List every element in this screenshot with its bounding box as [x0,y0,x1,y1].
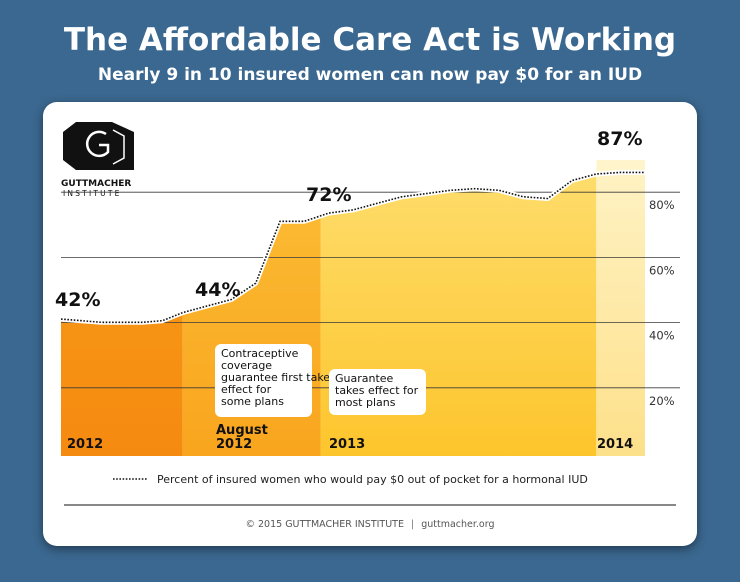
annotation-text: Contraceptive coverage guarantee first tak… [221,347,336,408]
y-tick-label: 40% [649,329,675,343]
annotation-text: Guarantee takes effect for most plans [335,372,419,409]
guttmacher-logo: GUTTMACHER INSTITUTE [61,118,136,198]
annotation-box [329,369,426,415]
y-tick-label: 60% [649,263,675,277]
value-label: 87% [597,128,642,150]
y-tick-label: 80% [649,198,675,212]
logo-g-outline [112,129,125,165]
footer: © 2015 GUTTMACHER INSTITUTE | guttmacher.o… [0,519,740,530]
period-label-august-2012-year: 2012 [216,437,252,452]
annotation-line: most plans [335,396,396,409]
y-tick-label: 20% [649,394,675,408]
value-label: 72% [306,184,351,206]
series-line [60,171,645,324]
annotation-line: some plans [221,395,284,408]
annotation-most-plans: Guarantee takes effect for most plans [329,369,426,415]
annotation-line: Guarantee [335,372,394,385]
legend-label: Percent of insured women who would pay $… [157,473,588,486]
website-link[interactable]: guttmacher.org [421,519,495,530]
annotation-line: guarantee first takes [221,371,336,384]
page-subtitle: Nearly 9 in 10 insured women can now pay… [97,65,643,85]
annotation-box [215,344,312,417]
annotation-line: Contraceptive [221,347,299,360]
gridlines: 20% 40% 60% 80% [61,160,680,456]
logo-name: GUTTMACHER [61,179,131,189]
annotation-line: coverage [221,359,272,372]
period-label-2012: 2012 [67,437,103,452]
logo-mark [63,122,134,170]
period-label-2013: 2013 [329,437,365,452]
footer-separator: | [411,519,415,530]
annotation-coverage-first: Contraceptive coverage guarantee first tak… [215,344,336,417]
period-label-2014: 2014 [597,437,633,452]
value-labels: 42% 44% 72% 87% [55,128,642,311]
value-label: 44% [195,279,240,301]
annotation-line: takes effect for [335,384,419,397]
legend: Percent of insured women who would pay $… [113,473,588,486]
copyright: © 2015 GUTTMACHER INSTITUTE [245,519,404,530]
annotation-line: effect for [221,383,272,396]
page-title: The Affordable Care Act is Working [63,22,677,58]
logo-tagline: INSTITUTE [63,189,122,198]
value-label: 42% [55,289,100,311]
logo-g-glyph [85,130,110,158]
period-label-august-2012: August [216,423,268,438]
period-band-2014-column [596,160,645,456]
